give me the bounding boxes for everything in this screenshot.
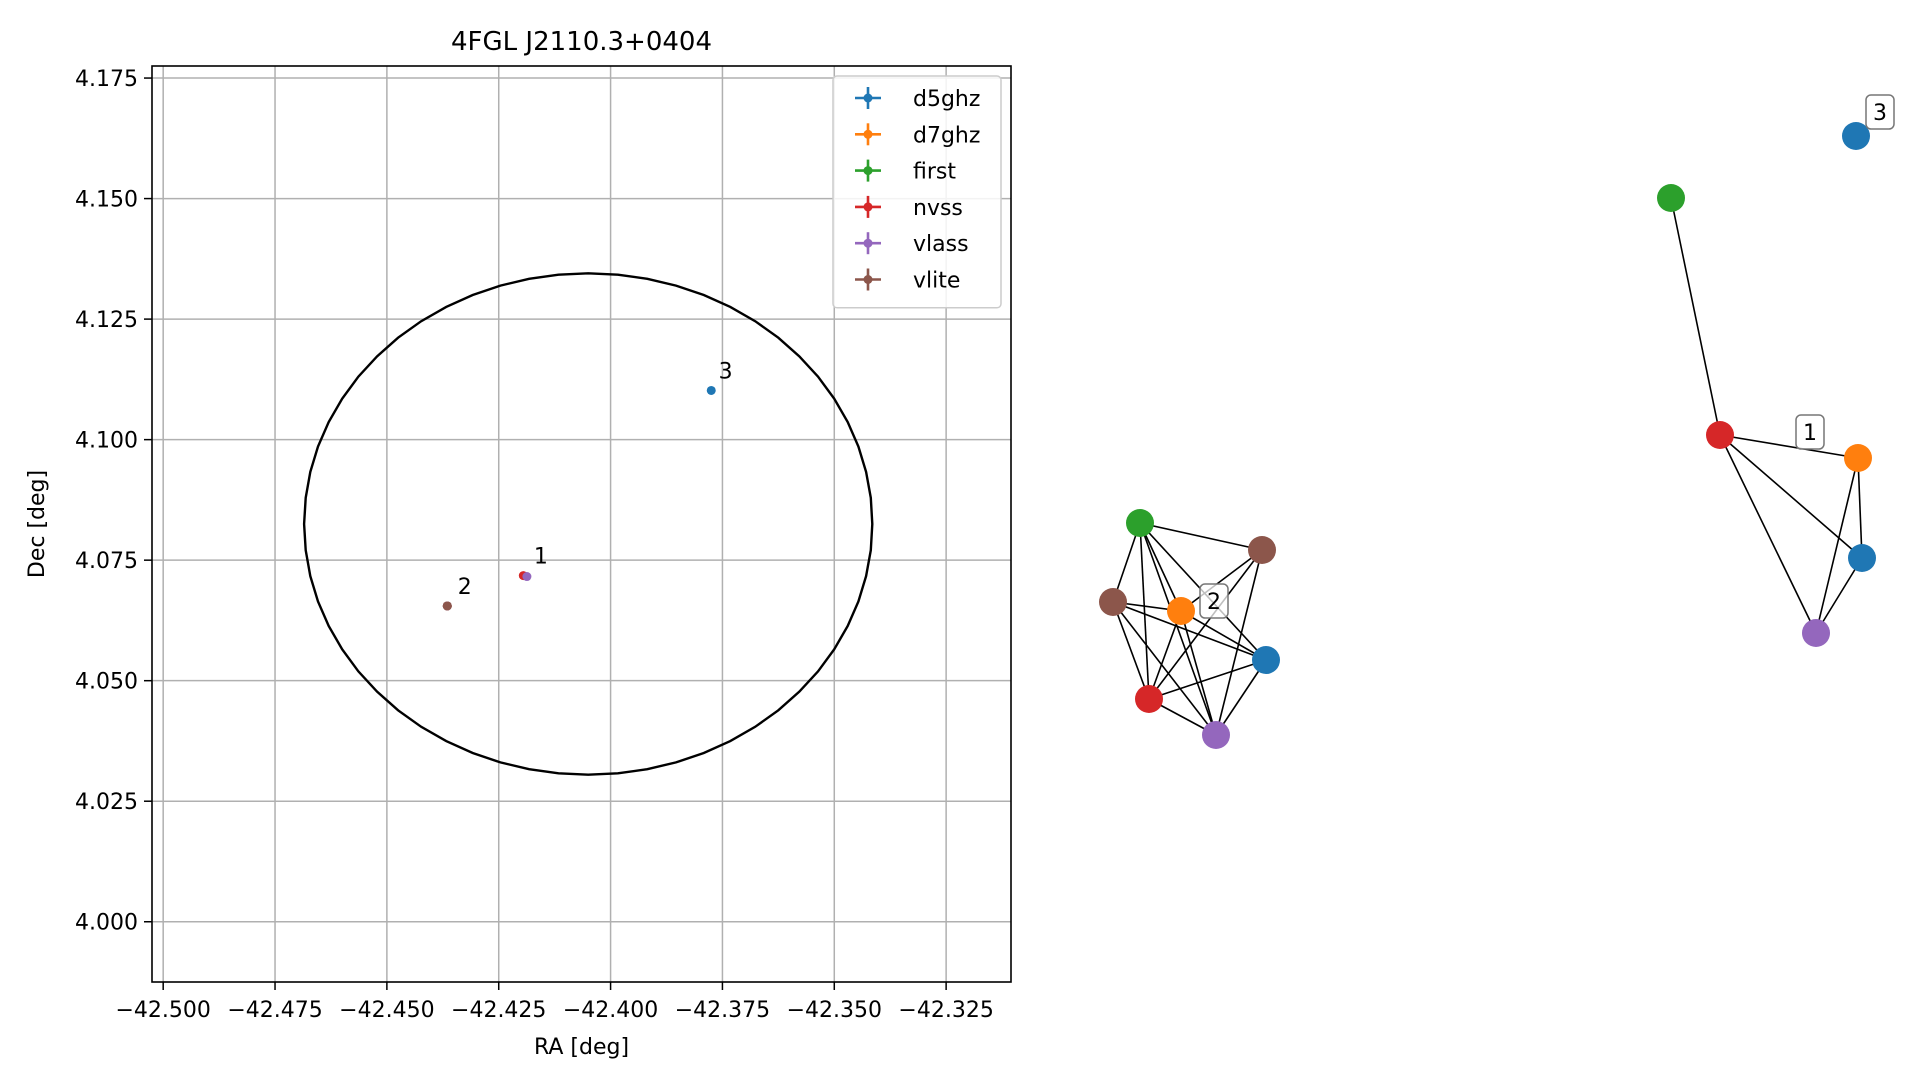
network-edge xyxy=(1180,549,1263,612)
network-edge xyxy=(1719,434,1859,459)
network-node-g1-d7ghz xyxy=(1844,444,1872,472)
network-edge xyxy=(1815,557,1863,634)
network-node-g2-vlite-b xyxy=(1099,588,1127,616)
network-edge xyxy=(1815,457,1859,634)
legend-label: nvss xyxy=(913,196,963,221)
localization-ellipse xyxy=(302,272,874,776)
legend: d5ghz d7ghz first nvss vlass vlite xyxy=(832,75,1002,309)
network-edge xyxy=(1719,434,1863,559)
network-node-g2-d7ghz xyxy=(1167,597,1195,625)
localization-ellipse-path xyxy=(302,272,874,776)
network-edge xyxy=(1139,522,1182,612)
network-edge xyxy=(1180,610,1267,661)
network-node-g1-nvss xyxy=(1706,421,1734,449)
network-label-box xyxy=(1865,94,1895,130)
point-vlite xyxy=(442,601,452,611)
point-vlass xyxy=(522,572,532,582)
network-nodes xyxy=(1099,122,1876,749)
y-tick-label: 4.100 xyxy=(75,429,138,454)
network-edge xyxy=(1215,659,1267,736)
annotations: 1 2 3 xyxy=(458,360,733,600)
network-node-g2-vlite xyxy=(1248,536,1276,564)
network-node-g2-first xyxy=(1126,509,1154,537)
legend-marker-dot xyxy=(863,202,873,212)
network-node-g1-d5ghz xyxy=(1848,544,1876,572)
network-label-box xyxy=(1199,583,1229,619)
x-tick-label: −42.475 xyxy=(227,998,322,1023)
network-node-g1-vlass xyxy=(1802,619,1830,647)
network-edge xyxy=(1670,197,1721,436)
network-label: 1 xyxy=(1803,421,1817,446)
point-d5ghz xyxy=(706,385,716,395)
grid xyxy=(152,66,1011,982)
x-tick-label: −42.325 xyxy=(898,998,993,1023)
network-node-g2-d5ghz xyxy=(1252,646,1280,674)
x-tick-label: −42.450 xyxy=(339,998,434,1023)
data-points xyxy=(442,385,716,611)
legend-marker-dot xyxy=(863,129,873,139)
network-edge xyxy=(1112,601,1150,700)
y-tick-label: 4.150 xyxy=(75,188,138,213)
x-tick-label: −42.425 xyxy=(451,998,546,1023)
network-edge xyxy=(1148,610,1182,700)
y-axis-label: Dec [deg] xyxy=(25,470,50,578)
network-node-g3-d5ghz xyxy=(1842,122,1870,150)
y-tick-label: 4.075 xyxy=(75,549,138,574)
network-node-g1-first xyxy=(1657,184,1685,212)
point-annotation: 2 xyxy=(458,575,472,600)
legend-label: first xyxy=(913,160,956,185)
legend-marker-dot xyxy=(863,238,873,248)
network-label-box xyxy=(1795,414,1825,450)
y-tick-label: 4.025 xyxy=(75,790,138,815)
network-edge xyxy=(1139,522,1217,736)
legend-label: vlite xyxy=(913,269,960,294)
y-tick-label: 4.000 xyxy=(75,911,138,936)
network-edges xyxy=(1112,197,1863,736)
network-panel: 1 2 3 xyxy=(1099,94,1895,749)
y-tick-label: 4.050 xyxy=(75,670,138,695)
network-label: 2 xyxy=(1207,590,1221,615)
legend-marker-dot xyxy=(863,93,873,103)
network-edge xyxy=(1139,522,1263,551)
y-tick-label: 4.175 xyxy=(75,67,138,92)
network-edge xyxy=(1180,610,1217,736)
plot-frame xyxy=(151,65,1012,983)
chart-title: 4FGL J2110.3+0404 xyxy=(451,27,712,57)
legend-label: vlass xyxy=(913,232,969,257)
network-node-g2-vlass xyxy=(1202,721,1230,749)
point-annotation: 1 xyxy=(534,544,548,569)
network-edge xyxy=(1112,601,1217,736)
legend-label: d7ghz xyxy=(913,123,980,148)
x-tick-label: −42.500 xyxy=(115,998,210,1023)
scatter-panel: 123 −42.500 −42.475 −42.450 −42.425 −42.400−… xyxy=(25,27,1012,1060)
y-tick-label: 4.125 xyxy=(75,308,138,333)
network-label: 3 xyxy=(1873,101,1887,126)
x-tick-label: −42.400 xyxy=(563,998,658,1023)
axis-ticks: −42.500 −42.475 −42.450 −42.425 −42.400 −42.3… xyxy=(75,67,994,1023)
network-edge xyxy=(1112,601,1267,661)
x-axis-label: RA [deg] xyxy=(534,1035,629,1060)
network-edge xyxy=(1719,434,1817,634)
x-tick-label: −42.350 xyxy=(787,998,882,1023)
network-labels: 1 2 3 xyxy=(1199,94,1895,619)
legend-marker-dot xyxy=(863,275,873,284)
legend-label: d5ghz xyxy=(913,87,980,112)
network-edge xyxy=(1215,549,1263,736)
point-annotation: 3 xyxy=(719,360,733,385)
network-node-g2-nvss xyxy=(1135,685,1163,713)
network-edge xyxy=(1139,522,1150,700)
legend-marker-dot xyxy=(863,166,873,176)
x-tick-label: −42.375 xyxy=(675,998,770,1023)
network-edge xyxy=(1857,457,1863,559)
network-edge xyxy=(1148,659,1267,700)
